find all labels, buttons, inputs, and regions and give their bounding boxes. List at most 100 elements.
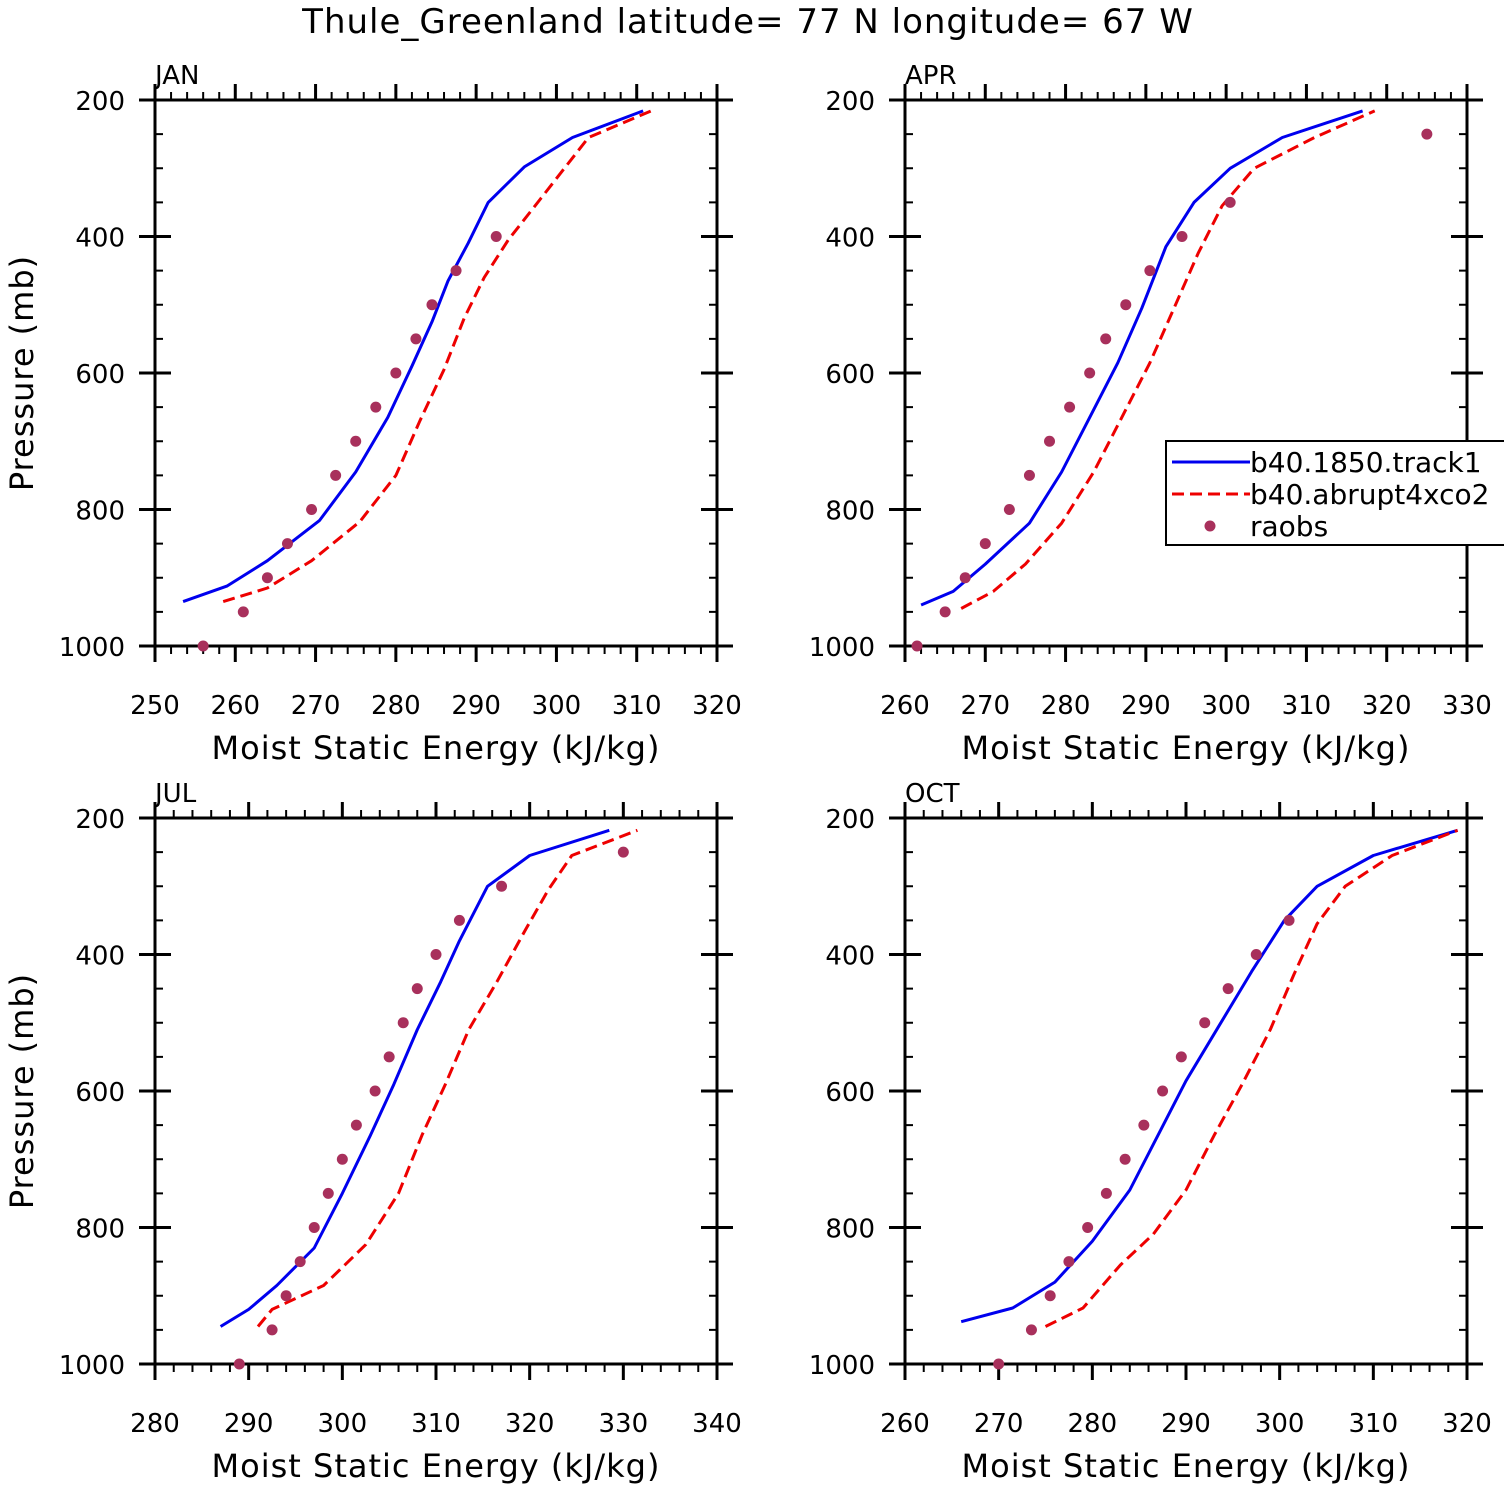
plot-frame [903, 816, 1469, 1366]
series-line-b40-1850-track1 [960, 828, 1459, 1324]
y-tick-label: 600 [825, 360, 875, 390]
raobs-point [1064, 401, 1076, 413]
x-tick-label: 270 [291, 691, 341, 721]
plot-frame [903, 98, 1469, 648]
y-tick-label: 200 [75, 805, 125, 835]
x-tick-label: 300 [318, 1409, 368, 1439]
y-tick-label: 600 [825, 1078, 875, 1108]
x-tick-label: 330 [1442, 691, 1492, 721]
raobs-point [450, 265, 462, 277]
x-axis-label: Moist Static Energy (kJ/kg) [212, 729, 661, 767]
raobs-point [430, 949, 442, 960]
panel-apr: APR 260 270 280 290 300 310 320 330 200 400 600 800 1… [809, 61, 1504, 767]
raobs-point [993, 1358, 1005, 1370]
raobs-point [280, 1290, 292, 1302]
x-tick-label: 270 [974, 1409, 1024, 1439]
raobs-point [911, 640, 923, 652]
raobs-point [350, 1119, 362, 1131]
raobs-point [1120, 299, 1132, 311]
raobs-point [1138, 1119, 1150, 1131]
x-tick-label: 320 [505, 1409, 555, 1439]
raobs-point [306, 504, 318, 515]
y-tick-label: 1000 [809, 633, 875, 663]
raobs-point [496, 880, 508, 892]
raobs-point [1044, 435, 1056, 447]
x-tick-label: 260 [210, 691, 260, 721]
raobs-point [266, 1324, 278, 1336]
x-axis-label: Moist Static Energy (kJ/kg) [962, 729, 1411, 767]
x-tick-label: 300 [1255, 1409, 1305, 1439]
y-tick-label: 800 [825, 497, 875, 527]
raobs-point [1063, 1256, 1075, 1268]
raobs-point [410, 333, 422, 345]
raobs-point [281, 538, 293, 550]
y-tick-label: 200 [825, 87, 875, 117]
raobs-point [233, 1358, 245, 1370]
raobs-point [959, 572, 971, 584]
raobs-point [1025, 1324, 1037, 1336]
panel-label: JUL [153, 779, 197, 809]
raobs-point [979, 538, 991, 550]
raobs-point [294, 1256, 306, 1268]
raobs-point [1283, 914, 1295, 926]
raobs-point [1100, 333, 1112, 345]
x-tick-label: 310 [1349, 1409, 1399, 1439]
legend-label: b40.1850.track1 [1250, 446, 1482, 479]
x-tick-label: 330 [599, 1409, 649, 1439]
x-tick-label: 300 [1201, 691, 1251, 721]
raobs-point [237, 606, 249, 618]
series-line-b40-abrupt4xco2 [1044, 828, 1459, 1328]
y-tick-label: 800 [75, 1215, 125, 1245]
legend-label: b40.abrupt4xco2 [1250, 478, 1489, 511]
y-tick-label: 600 [75, 1078, 125, 1108]
raobs-point [453, 914, 465, 926]
legend-marker-raobs [1204, 520, 1216, 532]
raobs-point [1084, 367, 1096, 379]
x-tick-label: 310 [612, 691, 662, 721]
raobs-point [1119, 1153, 1131, 1165]
panel-label: OCT [905, 779, 960, 809]
series-line-b40-abrupt4xco2 [256, 828, 638, 1328]
raobs-point [1250, 949, 1262, 960]
panel-oct: OCT 260 270 280 290 300 310 320 200 400 600 800 1000… [809, 779, 1492, 1485]
y-tick-label: 1000 [59, 633, 125, 663]
panel-label: APR [905, 61, 957, 91]
raobs-point [370, 401, 382, 413]
x-tick-label: 290 [451, 691, 501, 721]
series-line-b40-1850-track1 [182, 109, 644, 604]
x-tick-label: 290 [1121, 691, 1171, 721]
x-tick-label: 250 [130, 691, 180, 721]
series-line-b40-abrupt4xco2 [960, 109, 1376, 610]
x-tick-label: 260 [880, 1409, 930, 1439]
raobs-point [261, 572, 273, 584]
y-tick-label: 400 [75, 942, 125, 972]
x-axis-label: Moist Static Energy (kJ/kg) [962, 1447, 1411, 1485]
raobs-point [1044, 1290, 1056, 1302]
raobs-point [322, 1187, 334, 1199]
x-tick-label: 280 [130, 1409, 180, 1439]
raobs-point [1082, 1222, 1094, 1233]
series-line-b40-1850-track1 [219, 828, 610, 1328]
x-tick-label: 320 [1442, 1409, 1492, 1439]
raobs-point [1100, 1187, 1112, 1199]
x-tick-label: 310 [1282, 691, 1332, 721]
raobs-point [369, 1085, 381, 1097]
x-tick-label: 280 [1041, 691, 1091, 721]
x-axis-label: Moist Static Energy (kJ/kg) [212, 1447, 661, 1485]
legend-label: raobs [1250, 510, 1328, 543]
y-tick-label: 200 [75, 87, 125, 117]
plot-frame [153, 98, 719, 648]
raobs-point [1224, 196, 1236, 208]
x-tick-label: 320 [1362, 691, 1412, 721]
raobs-point [397, 1017, 409, 1029]
y-axis-label: Pressure (mb) [3, 973, 41, 1209]
raobs-point [390, 367, 402, 379]
series-line-b40-abrupt4xco2 [222, 109, 652, 604]
x-tick-label: 290 [224, 1409, 274, 1439]
raobs-point [350, 435, 362, 447]
raobs-point [1421, 128, 1433, 140]
raobs-point [336, 1153, 348, 1165]
raobs-point [1199, 1017, 1211, 1029]
y-tick-label: 400 [825, 224, 875, 254]
